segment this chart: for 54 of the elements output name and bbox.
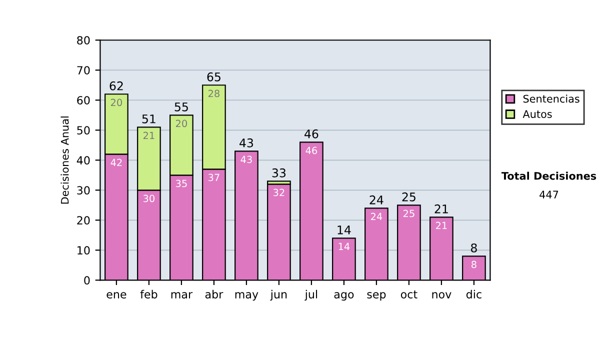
data-label: 32 — [274, 188, 284, 196]
y-tick-label: 40 — [76, 156, 90, 165]
y-tick-label: 60 — [77, 96, 90, 105]
x-tick-label: oct — [400, 290, 418, 298]
data-label: 43 — [240, 156, 252, 164]
total-label: 21 — [434, 204, 448, 214]
x-tick-label: may — [235, 292, 258, 301]
text: Total Decisiones — [501, 172, 596, 180]
x-tick-label: jul — [304, 290, 318, 301]
data-label: 42 — [110, 158, 122, 166]
total-label: 43 — [240, 138, 254, 148]
data-label: 30 — [144, 194, 154, 202]
x-tick-label: ene — [106, 292, 126, 298]
x-tick-label: feb — [140, 290, 158, 298]
data-label: 28 — [208, 90, 220, 98]
data-label: 20 — [110, 98, 122, 106]
y-tick-label: 50 — [77, 126, 90, 135]
x-tick-label: ago — [334, 292, 354, 301]
legend-label: Autos — [522, 110, 552, 118]
y-tick-label: 70 — [77, 66, 90, 75]
total-label: 25 — [402, 192, 416, 202]
x-tick-label: nov — [432, 292, 452, 298]
x-tick-label: mar — [171, 292, 193, 298]
total-label: 62 — [110, 81, 123, 90]
data-label: 46 — [306, 146, 318, 154]
total-label: 51 — [142, 114, 156, 124]
x-tick-label: dic — [466, 290, 482, 298]
total-label: 24 — [370, 195, 384, 204]
data-label: 21 — [436, 222, 447, 230]
y-axis-title: Decisiones Anual — [60, 116, 69, 204]
total-label: 14 — [338, 226, 351, 234]
total-label: 55 — [174, 102, 188, 112]
data-label: 20 — [176, 120, 187, 128]
total-label: 65 — [207, 72, 220, 82]
data-label: 35 — [176, 180, 187, 188]
data-label: 8 — [472, 260, 476, 268]
data-label: 25 — [403, 210, 414, 218]
y-tick-label: 0 — [84, 276, 90, 285]
text: 447 — [540, 190, 558, 198]
y-tick-label: 10 — [78, 246, 90, 255]
x-tick-label: sep — [367, 292, 386, 301]
data-label: 14 — [338, 242, 350, 250]
total-label: 33 — [272, 168, 286, 178]
y-tick-label: 20 — [77, 216, 90, 225]
total-label: 46 — [304, 129, 318, 138]
data-label: 37 — [208, 174, 220, 182]
data-label: 24 — [370, 212, 382, 220]
total-label: 8 — [470, 243, 477, 252]
data-label: 21 — [143, 132, 154, 139]
x-tick-label: abr — [205, 290, 224, 298]
y-tick-label: 80 — [77, 36, 90, 44]
y-tick-label: 30 — [77, 186, 90, 195]
legend-label: Sentencias — [523, 94, 580, 103]
x-tick-label: jun — [270, 290, 287, 301]
